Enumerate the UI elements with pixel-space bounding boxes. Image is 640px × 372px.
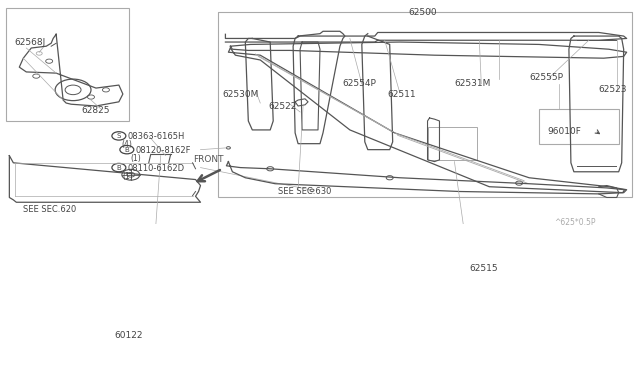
- Text: 62522: 62522: [268, 102, 296, 111]
- Bar: [218, 12, 632, 198]
- Text: 62568J: 62568J: [14, 38, 45, 48]
- Bar: [428, 127, 477, 160]
- Text: 62554P: 62554P: [342, 79, 376, 88]
- Bar: [539, 109, 619, 144]
- Text: 62511: 62511: [388, 90, 417, 99]
- Text: 62515: 62515: [469, 264, 498, 273]
- Text: 96010F: 96010F: [547, 127, 581, 136]
- Text: (1): (1): [123, 172, 134, 181]
- Text: SEE SEC.630: SEE SEC.630: [278, 187, 332, 196]
- Text: 08363-6165H: 08363-6165H: [128, 132, 185, 141]
- Text: 08120-8162F: 08120-8162F: [136, 146, 191, 155]
- Text: 62500: 62500: [408, 8, 437, 17]
- Text: 60122: 60122: [114, 331, 142, 340]
- Text: 08110-6162D: 08110-6162D: [128, 164, 185, 173]
- Text: (4): (4): [122, 140, 132, 149]
- Text: B: B: [124, 147, 129, 153]
- Text: 62523: 62523: [599, 85, 627, 94]
- Text: SEE SEC.620: SEE SEC.620: [23, 205, 77, 214]
- Text: S: S: [116, 134, 121, 140]
- Text: 62530M: 62530M: [223, 90, 259, 99]
- Text: 62825: 62825: [81, 106, 109, 115]
- Text: ^625*0.5P: ^625*0.5P: [554, 218, 595, 227]
- Text: 62555P: 62555P: [529, 73, 563, 82]
- Text: (1): (1): [131, 154, 141, 163]
- Text: 62531M: 62531M: [454, 79, 491, 88]
- Text: B: B: [116, 165, 121, 171]
- Text: FRONT: FRONT: [193, 155, 224, 164]
- Bar: [6, 8, 129, 121]
